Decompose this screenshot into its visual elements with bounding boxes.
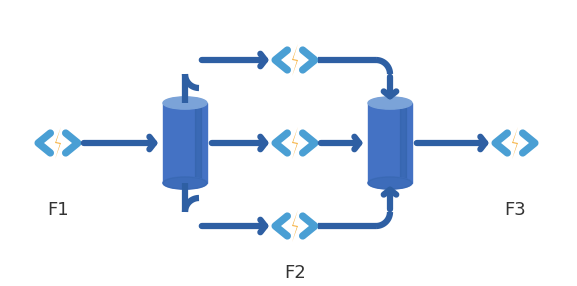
Polygon shape [55,127,61,159]
Ellipse shape [368,97,412,109]
Bar [194,103,201,183]
Ellipse shape [163,177,207,189]
Polygon shape [292,210,298,242]
Bar [163,103,207,183]
Ellipse shape [368,177,412,189]
Ellipse shape [368,177,412,189]
Text: F2: F2 [284,264,306,282]
Ellipse shape [163,177,207,189]
Polygon shape [512,127,518,159]
Polygon shape [292,44,298,76]
Text: F3: F3 [504,201,526,219]
Ellipse shape [163,97,207,109]
Text: F1: F1 [47,201,69,219]
Bar [368,103,412,183]
Polygon shape [292,127,298,159]
Bar [400,103,406,183]
